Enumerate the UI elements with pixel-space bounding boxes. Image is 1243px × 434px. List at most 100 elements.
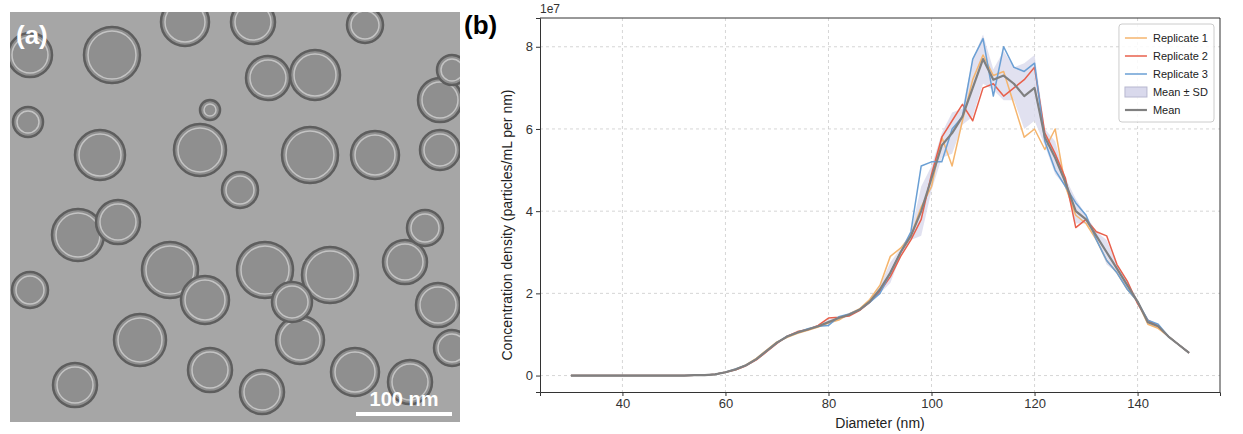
particle-rim bbox=[118, 318, 162, 362]
particle-rim bbox=[387, 244, 423, 280]
particle bbox=[174, 124, 226, 176]
tick: 40 bbox=[616, 392, 630, 411]
grid-line bbox=[540, 211, 1220, 212]
particle bbox=[12, 272, 48, 308]
particle-rim bbox=[226, 176, 254, 204]
axis-line bbox=[541, 393, 1221, 397]
x-axis: 40 60 80 100 120 140 bbox=[541, 392, 1221, 411]
legend-swatch bbox=[1125, 55, 1147, 57]
particle-rim bbox=[100, 204, 136, 240]
grid-line bbox=[540, 46, 1220, 47]
micrograph-background bbox=[10, 12, 460, 422]
tick: 60 bbox=[719, 392, 733, 411]
particle bbox=[290, 50, 340, 100]
particle-rim bbox=[411, 214, 439, 242]
legend-label: Mean bbox=[1153, 104, 1181, 116]
particle bbox=[437, 55, 460, 85]
tick-mark bbox=[536, 211, 540, 212]
grid-line bbox=[622, 18, 623, 392]
tick: 6 bbox=[526, 122, 540, 137]
particle-rim bbox=[204, 104, 216, 116]
scale-bar bbox=[356, 412, 452, 416]
legend-label: Replicate 3 bbox=[1153, 68, 1208, 80]
particle-rim bbox=[235, 12, 271, 40]
particle bbox=[416, 283, 460, 327]
series-line bbox=[571, 67, 1189, 375]
legend: Replicate 1Replicate 2Replicate 3Mean ± … bbox=[1119, 24, 1214, 122]
particle-rim bbox=[335, 352, 375, 392]
legend-label: Replicate 1 bbox=[1153, 32, 1208, 44]
particle-rim bbox=[276, 286, 308, 318]
grid bbox=[540, 18, 1220, 392]
tick-label: 100 bbox=[921, 396, 943, 411]
legend-swatch bbox=[1125, 73, 1147, 75]
particle bbox=[347, 12, 383, 43]
grid-line bbox=[828, 18, 829, 392]
tick: 120 bbox=[1024, 392, 1046, 411]
particle-rim bbox=[438, 334, 460, 362]
particle bbox=[246, 56, 290, 100]
legend-swatch bbox=[1125, 37, 1147, 39]
particle-rim bbox=[165, 12, 205, 42]
particle-rim bbox=[286, 131, 334, 179]
particle-rim bbox=[351, 12, 379, 39]
particle-rim bbox=[17, 111, 39, 133]
particle-rim bbox=[250, 60, 286, 96]
particle bbox=[53, 363, 97, 407]
particle bbox=[420, 130, 460, 170]
tick: 100 bbox=[921, 392, 943, 411]
sd-band bbox=[571, 34, 1189, 375]
particle-rim bbox=[422, 82, 458, 118]
figure: (a)100 nm(b)40608010012014002468Diameter… bbox=[0, 0, 1243, 434]
scale-bar-label: 100 nm bbox=[370, 388, 439, 410]
particle bbox=[181, 276, 229, 324]
legend-label: Replicate 2 bbox=[1153, 50, 1208, 62]
panel-label: (a) bbox=[16, 20, 48, 50]
series-line bbox=[571, 55, 1189, 376]
tick: 0 bbox=[526, 368, 540, 383]
tick-label: 140 bbox=[1127, 396, 1149, 411]
frame bbox=[1220, 18, 1221, 392]
tick: 80 bbox=[822, 392, 836, 411]
particle bbox=[434, 330, 460, 366]
plot-data bbox=[571, 34, 1189, 375]
particle-rim bbox=[16, 276, 44, 304]
tick: 140 bbox=[1127, 392, 1149, 411]
particle bbox=[231, 12, 275, 44]
particle bbox=[200, 100, 220, 120]
y-axis-title: Concentration density (particles/mL per … bbox=[499, 89, 515, 360]
particle bbox=[13, 107, 43, 137]
particle bbox=[222, 172, 258, 208]
tick-mark bbox=[536, 376, 540, 377]
tick-label: 4 bbox=[526, 204, 533, 219]
particle bbox=[84, 27, 140, 83]
particle-rim bbox=[420, 287, 456, 323]
particle-rim bbox=[244, 374, 280, 410]
tick-label: 6 bbox=[526, 122, 533, 137]
particle bbox=[75, 130, 125, 180]
particle-rim bbox=[178, 128, 222, 172]
particle bbox=[276, 316, 324, 364]
grid-line bbox=[931, 18, 932, 392]
particle-rim bbox=[192, 352, 228, 388]
particle-rim bbox=[306, 251, 354, 299]
legend-box bbox=[1119, 24, 1214, 122]
particle bbox=[351, 131, 399, 179]
particle-rim bbox=[355, 135, 395, 175]
particle-rim bbox=[56, 213, 100, 257]
axis-multiplier: 1e7 bbox=[540, 2, 560, 16]
particle bbox=[240, 370, 284, 414]
axis-line bbox=[536, 19, 541, 393]
tick: 2 bbox=[526, 286, 540, 301]
series-line bbox=[571, 59, 1189, 375]
legend-swatch bbox=[1125, 87, 1147, 97]
particle bbox=[407, 210, 443, 246]
particle bbox=[96, 200, 140, 244]
particle-rim bbox=[424, 134, 456, 166]
tick-label: 0 bbox=[526, 368, 533, 383]
particle bbox=[114, 314, 166, 366]
tick-label: 80 bbox=[822, 396, 836, 411]
x-axis-title: Diameter (nm) bbox=[835, 415, 924, 431]
frame bbox=[540, 18, 1220, 19]
particle bbox=[188, 348, 232, 392]
